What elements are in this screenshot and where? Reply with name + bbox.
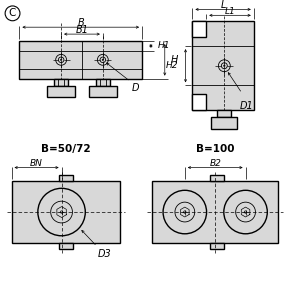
- Bar: [96, 79, 110, 85]
- Bar: [217, 110, 231, 117]
- Text: B: B: [77, 18, 84, 28]
- Circle shape: [102, 59, 104, 61]
- Bar: [47, 85, 75, 97]
- Text: H2: H2: [166, 61, 179, 70]
- Bar: [152, 182, 278, 243]
- Text: C: C: [9, 8, 16, 18]
- Text: H: H: [171, 55, 178, 65]
- Bar: [210, 243, 224, 249]
- Circle shape: [223, 65, 225, 66]
- Bar: [192, 95, 206, 110]
- Circle shape: [60, 59, 62, 61]
- Text: D3: D3: [98, 249, 112, 259]
- Bar: [54, 79, 68, 85]
- Text: D1: D1: [240, 101, 254, 111]
- Bar: [192, 21, 206, 37]
- Text: L: L: [220, 0, 226, 11]
- Text: B=100: B=100: [196, 144, 235, 154]
- Bar: [212, 117, 237, 129]
- Text: B=50/72: B=50/72: [41, 144, 91, 154]
- Text: B2: B2: [209, 159, 221, 168]
- Bar: [19, 41, 142, 79]
- Bar: [89, 85, 117, 97]
- Text: L1: L1: [225, 7, 235, 16]
- Bar: [192, 21, 254, 110]
- Text: B1: B1: [75, 25, 88, 35]
- Bar: [210, 175, 224, 182]
- Text: H1: H1: [158, 41, 170, 50]
- Bar: [59, 243, 73, 249]
- Bar: [12, 182, 120, 243]
- Text: BN: BN: [30, 159, 43, 168]
- Bar: [59, 175, 73, 182]
- Text: D: D: [132, 82, 139, 92]
